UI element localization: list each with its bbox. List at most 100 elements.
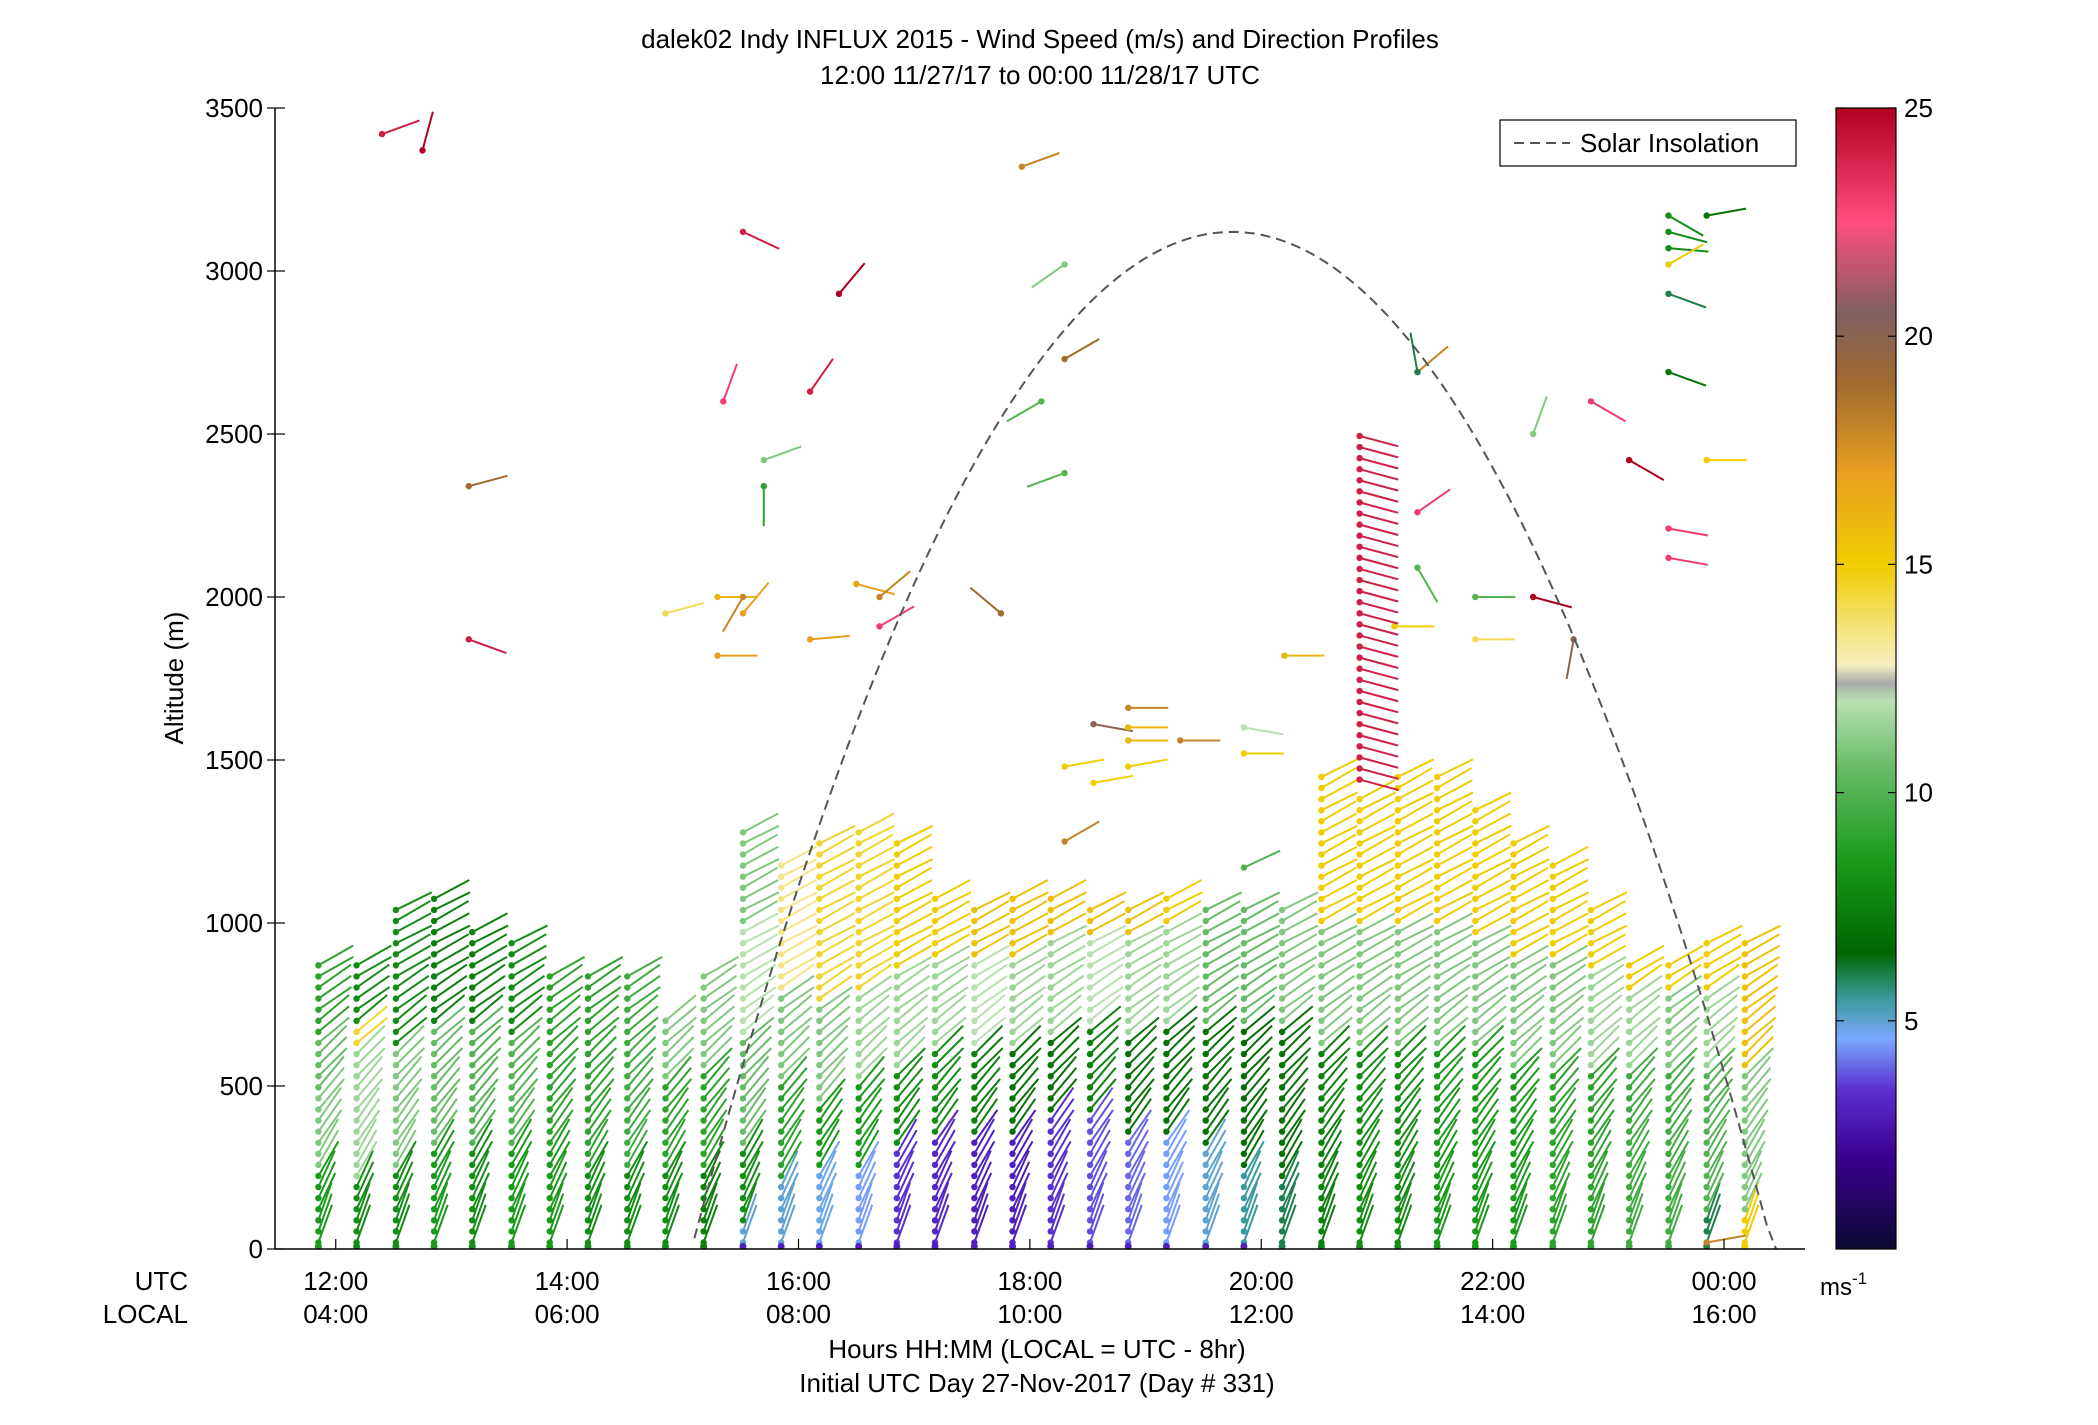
wind-barb-dot bbox=[662, 1150, 669, 1158]
wind-barb bbox=[1127, 933, 1164, 956]
wind-barb bbox=[1705, 1161, 1725, 1199]
wind-barb bbox=[702, 1118, 725, 1155]
wind-barb-dot bbox=[315, 962, 322, 969]
wind-barb bbox=[973, 1078, 1001, 1111]
wind-barb-dot bbox=[739, 1194, 747, 1202]
wind-barb-dot bbox=[1086, 1150, 1094, 1158]
wind-barb bbox=[317, 944, 354, 967]
wind-barb-dot bbox=[1318, 1006, 1325, 1013]
wind-barb-dot bbox=[1625, 1161, 1633, 1169]
wind-barb bbox=[394, 1182, 411, 1221]
wind-barb bbox=[1205, 933, 1241, 956]
y-tick-label: 2000 bbox=[205, 582, 263, 612]
wind-barb bbox=[1628, 974, 1663, 1000]
wind-barb-dot bbox=[739, 906, 747, 914]
wind-barb-dot bbox=[1510, 1128, 1517, 1135]
wind-barb-dot bbox=[1510, 1217, 1517, 1224]
wind-barb-dot bbox=[777, 1228, 785, 1235]
wind-barb-dot bbox=[739, 840, 747, 847]
wind-barb bbox=[896, 1067, 924, 1100]
wind-barb-upper bbox=[1359, 623, 1399, 636]
wind-barb-dot bbox=[469, 1194, 476, 1202]
wind-barb-dot bbox=[1125, 1217, 1132, 1224]
wind-barb-dot bbox=[315, 1150, 322, 1158]
wind-barb-upper-dot bbox=[1356, 698, 1363, 706]
wind-barb-dot bbox=[1356, 1150, 1363, 1158]
x-tick-label-utc: 18:00 bbox=[997, 1266, 1062, 1296]
wind-barb-dot bbox=[353, 1106, 360, 1113]
wind-barb bbox=[1436, 891, 1474, 911]
x-tick-label-local: 06:00 bbox=[535, 1299, 600, 1329]
wind-barb bbox=[1706, 963, 1740, 989]
wind-barb bbox=[1705, 1024, 1736, 1055]
wind-barb bbox=[471, 963, 506, 989]
wind-barb-upper bbox=[1359, 579, 1399, 592]
wind-barb bbox=[1205, 955, 1242, 978]
wind-barb-dot bbox=[1587, 1206, 1595, 1213]
wind-barb bbox=[433, 912, 470, 934]
wind-barb-dot bbox=[1163, 1172, 1170, 1180]
wind-barb bbox=[702, 1024, 733, 1055]
wind-barb bbox=[742, 1118, 764, 1155]
wind-barb-isolated-dot bbox=[1038, 398, 1045, 405]
wind-barb-dot bbox=[1009, 1050, 1016, 1058]
wind-barb bbox=[1358, 1078, 1387, 1111]
wind-barb bbox=[1667, 994, 1700, 1022]
wind-barb bbox=[1205, 1024, 1235, 1055]
wind-barb bbox=[626, 1016, 659, 1044]
wind-barb bbox=[896, 912, 933, 934]
wind-barb bbox=[895, 1150, 915, 1188]
wind-barb bbox=[1049, 1161, 1069, 1199]
wind-barb bbox=[1706, 1005, 1739, 1033]
wind-barb-dot bbox=[700, 1073, 707, 1080]
wind-barb bbox=[1320, 812, 1358, 834]
wind-barb bbox=[587, 1078, 615, 1111]
wind-barb bbox=[742, 944, 779, 967]
wind-barb-dot bbox=[662, 1095, 669, 1102]
wind-barb-dot bbox=[1433, 862, 1441, 869]
wind-barb-dot bbox=[1318, 1161, 1325, 1169]
wind-barb-dot bbox=[855, 1128, 862, 1135]
wind-barb bbox=[1397, 891, 1435, 911]
wind-barb bbox=[857, 1098, 883, 1133]
wind-barb bbox=[1049, 1098, 1075, 1133]
wind-barb-dot bbox=[1741, 962, 1749, 969]
wind-barb bbox=[664, 1047, 695, 1077]
wind-barb bbox=[896, 1036, 926, 1066]
wind-barb bbox=[1512, 986, 1548, 1011]
wind-barb bbox=[1436, 800, 1473, 823]
wind-barb-dot bbox=[508, 962, 515, 969]
wind-barb-isolated bbox=[722, 596, 744, 633]
wind-barb-dot bbox=[546, 1061, 553, 1069]
wind-barb bbox=[934, 1047, 965, 1077]
wind-barb-dot bbox=[1394, 1017, 1401, 1024]
wind-barb-dot bbox=[1047, 1050, 1054, 1058]
wind-barb-dot bbox=[1009, 1128, 1016, 1135]
wind-barb bbox=[1089, 944, 1126, 967]
wind-barb-isolated bbox=[1064, 758, 1105, 768]
wind-barb-dot bbox=[1472, 1117, 1479, 1124]
wind-barb-isolated bbox=[878, 605, 915, 628]
wind-barb bbox=[1474, 1182, 1490, 1221]
wind-barb bbox=[1359, 800, 1395, 823]
wind-barb bbox=[395, 986, 430, 1011]
wind-barb-dot bbox=[816, 1228, 823, 1235]
wind-barb bbox=[355, 1098, 381, 1133]
wind-barb-dot bbox=[1047, 973, 1054, 980]
wind-barb-dot bbox=[739, 1050, 747, 1058]
wind-barb bbox=[1281, 1098, 1306, 1133]
wind-barb bbox=[1551, 1161, 1571, 1199]
wind-barb bbox=[742, 1140, 764, 1177]
wind-barb bbox=[1281, 900, 1318, 922]
wind-barb-dot bbox=[1356, 1117, 1363, 1124]
wind-barb-dot bbox=[1318, 940, 1325, 947]
wind-barb-dot bbox=[1665, 995, 1672, 1002]
wind-barb bbox=[1320, 845, 1358, 867]
wind-barb bbox=[1089, 924, 1127, 945]
wind-barb-dot bbox=[1240, 995, 1248, 1002]
wind-barb-upper-dot bbox=[1356, 720, 1363, 728]
wind-barb-dot bbox=[1318, 1172, 1325, 1180]
wind-barb bbox=[1706, 924, 1744, 945]
wind-barb bbox=[1590, 1172, 1609, 1210]
wind-barb-isolated bbox=[838, 262, 866, 295]
